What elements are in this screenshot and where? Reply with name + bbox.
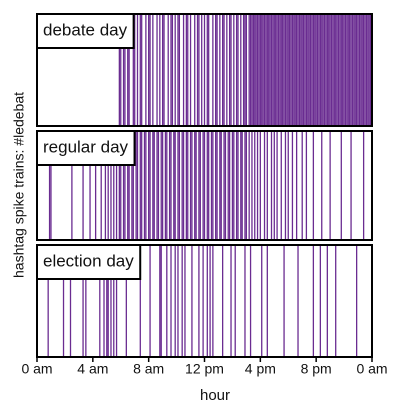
panel-label-box [36, 244, 142, 280]
panel-frame [36, 130, 373, 241]
panel-label: regular day [43, 137, 129, 156]
x-tick-label: 12 pm [185, 361, 224, 377]
panel-frame [36, 13, 373, 127]
y-axis-label: hashtag spike trains: #ledebat [11, 92, 27, 278]
x-tick-label: 0 am [21, 361, 52, 377]
panel-label-box [36, 130, 136, 166]
x-tick-label: 0 am [356, 361, 387, 377]
x-tick-label: 4 pm [245, 361, 276, 377]
x-tick-label: 8 pm [301, 361, 332, 377]
x-tick-label: 8 am [133, 361, 164, 377]
x-tick-label: 4 am [77, 361, 108, 377]
panel-label: debate day [43, 20, 128, 39]
panel-label: election day [43, 251, 134, 270]
x-axis-label: hour [200, 387, 230, 404]
panel-label-box [36, 13, 135, 49]
